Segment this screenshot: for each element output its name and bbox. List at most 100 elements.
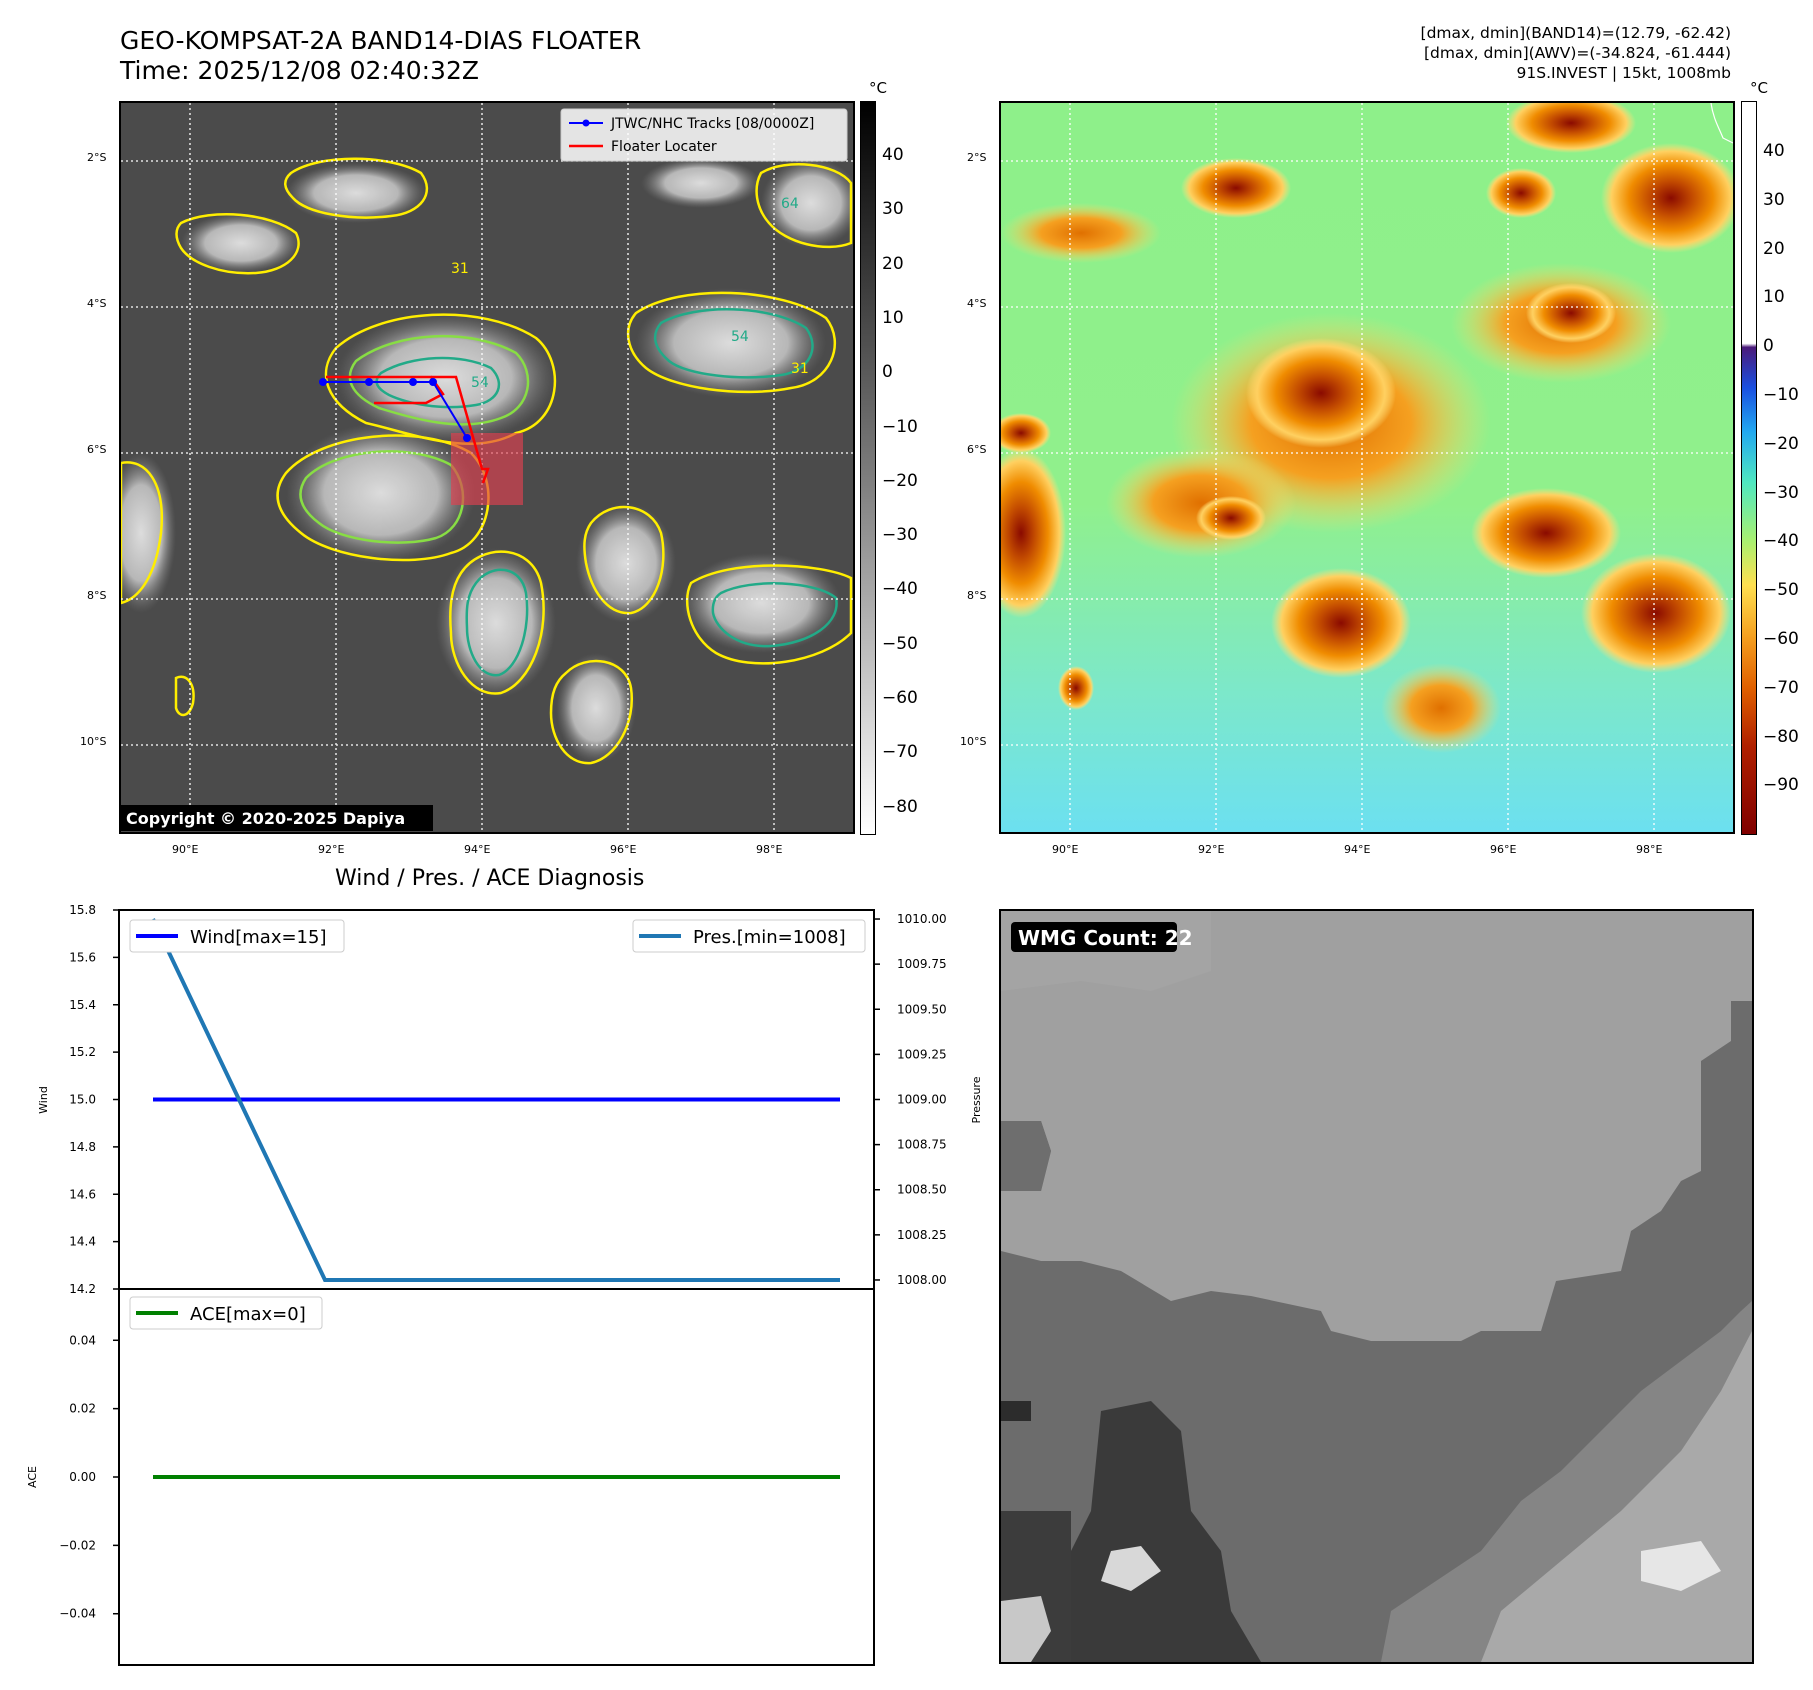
pressure-tick-label: 1009.25: [897, 1047, 947, 1061]
lon-tick: 94°E: [464, 843, 491, 856]
lat-tick: 2°S: [87, 151, 107, 164]
lon-tick: 92°E: [318, 843, 345, 856]
ace-tick-label: −0.02: [59, 1538, 96, 1552]
diagnosis-title: Wind / Pres. / ACE Diagnosis: [335, 866, 645, 891]
wind-tick-label: 14.6: [69, 1187, 96, 1201]
colorbar-tick: −70: [882, 742, 918, 763]
colorbar-tick: 10: [1763, 287, 1785, 308]
colorbar-tick: −80: [882, 796, 918, 817]
pressure-legend: Pres.[min=1008]: [632, 919, 866, 953]
colorbar-tick: −20: [882, 470, 918, 491]
pressure-tick-label: 1010.00: [897, 912, 947, 926]
lat-tick: 10°S: [960, 735, 987, 748]
colorbar-tick: −80: [1763, 726, 1799, 747]
lon-tick: 90°E: [172, 843, 199, 856]
wind-tick-label: 15.4: [69, 998, 96, 1012]
lon-tick: 90°E: [1052, 843, 1079, 856]
ace-legend-label: ACE[max=0]: [190, 1304, 306, 1325]
ace-y-ticks: 0.04 0.02 0.00 −0.02 −0.04: [59, 1333, 119, 1621]
colorbar-grayscale: [860, 101, 876, 835]
lat-tick: 4°S: [87, 297, 107, 310]
pressure-tick-label: 1009.75: [897, 957, 947, 971]
track-points: [319, 378, 471, 442]
lon-tick: 96°E: [610, 843, 637, 856]
lon-tick: 98°E: [1636, 843, 1663, 856]
colorbar-tick: 10: [882, 307, 904, 328]
lon-tick: 98°E: [756, 843, 783, 856]
contour-label: 64: [781, 196, 799, 212]
colorbar-tick: 30: [1763, 189, 1785, 210]
svg-text:WMG Count: 22: WMG Count: 22: [1018, 926, 1193, 950]
ir-map-panel: 54 64 31 54 31: [119, 101, 855, 834]
lon-tick: 92°E: [1198, 843, 1225, 856]
wind-legend-label: Wind[max=15]: [190, 927, 327, 948]
awv-map-panel: [999, 101, 1735, 834]
wind-tick-label: 15.0: [69, 1093, 96, 1107]
colorbar-tick: 0: [882, 362, 893, 383]
wind-tick-label: 15.6: [69, 950, 96, 964]
contour-label: 31: [451, 261, 469, 277]
colorbar-tick: −50: [1763, 580, 1799, 601]
colorbar-tick: 40: [1763, 141, 1785, 161]
pressure-legend-label: Pres.[min=1008]: [693, 927, 846, 948]
wind-tick-label: 14.2: [69, 1282, 96, 1296]
wind-tick-label: 14.4: [69, 1235, 96, 1249]
pressure-tick-label: 1008.75: [897, 1138, 947, 1152]
colorbar-tick: −40: [882, 579, 918, 600]
colorbar-tick: −60: [882, 688, 918, 708]
info-storm: 91S.INVEST | 15kt, 1008mb: [1516, 64, 1731, 82]
info-awv-range: [dmax, dmin](AWV)=(-34.824, -61.444): [1424, 44, 1731, 62]
locator-line: [326, 375, 445, 405]
contour-label: 31: [791, 361, 809, 377]
pressure-axis-label: Pressure: [970, 1076, 980, 1123]
colorbar-tick: 20: [1763, 238, 1785, 259]
ace-tick-label: 0.00: [69, 1470, 96, 1484]
map-gridlines: [121, 103, 853, 832]
ace-legend: ACE[max=0]: [129, 1296, 323, 1330]
colorbar-tick: −30: [1763, 482, 1799, 503]
wmg-panel: WMG Count: 22: [999, 909, 1754, 1664]
ace-axis-label: ACE: [26, 1466, 39, 1488]
info-band14-range: [dmax, dmin](BAND14)=(12.79, -62.42): [1420, 24, 1731, 42]
copyright-badge: Copyright © 2020-2025 Dapiya: [121, 805, 433, 831]
colorbar-tick: −10: [1763, 385, 1799, 405]
series-lines: [151, 918, 840, 1479]
colorbar-tick: 0: [1763, 336, 1774, 357]
lat-tick: 8°S: [87, 589, 107, 602]
pressure-tick-label: 1009.00: [897, 1093, 947, 1107]
colorbar-unit: °C: [869, 79, 887, 97]
pressure-tick-label: 1008.00: [897, 1273, 947, 1287]
colorbar-tick: 20: [882, 253, 904, 274]
pressure-y-ticks: 1010.00 1009.75 1009.50 1009.25 1009.00 1008.…: [874, 912, 947, 1287]
pressure-tick-label: 1009.50: [897, 1002, 947, 1016]
coastline: [1710, 103, 1733, 144]
ace-tick-label: 0.02: [69, 1402, 96, 1416]
chart-time: Time: 2025/12/08 02:40:32Z: [120, 56, 479, 85]
contour-label: 54: [731, 329, 749, 345]
lat-tick: 4°S: [967, 297, 987, 310]
lon-tick: 96°E: [1490, 843, 1517, 856]
diagnosis-chart: 15.8 15.6 15.4 15.2 15.0 14.8 14.6 14.4 14.2 101…: [26, 903, 980, 1666]
ace-tick-label: 0.04: [69, 1333, 96, 1347]
lat-tick: 6°S: [87, 443, 107, 456]
ace-tick-label: −0.04: [59, 1607, 96, 1621]
wind-tick-label: 14.8: [69, 1140, 96, 1154]
colorbar-tick: −20: [1763, 433, 1799, 454]
lat-tick: 10°S: [80, 735, 107, 748]
awv-cloud-field: [1001, 103, 1733, 753]
lat-tick: 6°S: [967, 443, 987, 456]
colorbar-tick: −30: [882, 525, 918, 546]
lat-tick: 2°S: [967, 151, 987, 164]
pressure-tick-label: 1008.50: [897, 1183, 947, 1197]
lon-tick: 94°E: [1344, 843, 1371, 856]
colorbar-tick: −50: [882, 633, 918, 654]
wind-axis-label: Wind: [37, 1086, 50, 1114]
wind-tick-label: 15.8: [69, 903, 96, 917]
pressure-tick-label: 1008.25: [897, 1228, 947, 1242]
chart-title: GEO-KOMPSAT-2A BAND14-DIAS FLOATER: [120, 26, 642, 55]
wmg-region-dark: [1071, 1401, 1261, 1662]
wind-tick-label: 15.2: [69, 1045, 96, 1059]
colorbar-tick: −60: [1763, 629, 1799, 649]
legend-tracks-label: JTWC/NHC Tracks [08/0000Z]: [610, 116, 814, 132]
wmg-region-light: [1001, 911, 1752, 1341]
